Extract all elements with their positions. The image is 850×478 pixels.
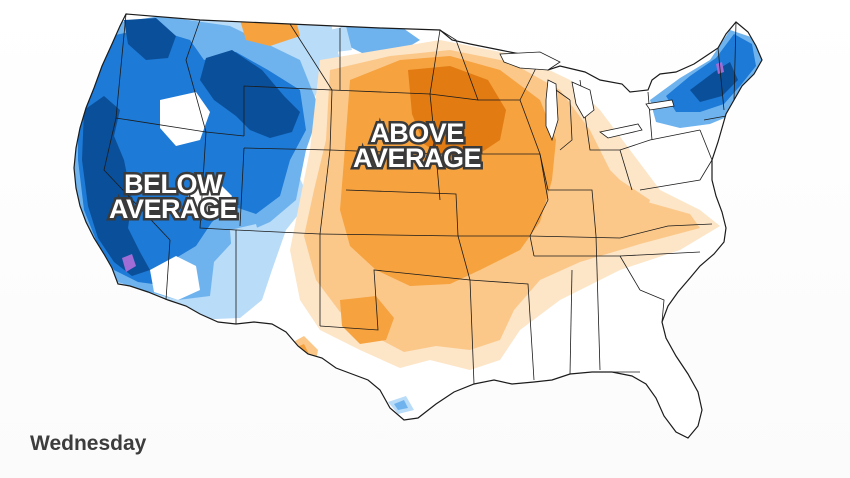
lake-michigan — [545, 79, 559, 142]
below-dark-north — [200, 50, 300, 138]
below-pale-sw — [230, 224, 262, 262]
state-borders — [103, 13, 737, 385]
neutral-hole-3 — [150, 256, 200, 300]
lake-ontario — [645, 99, 675, 111]
above-pale-east — [580, 180, 650, 236]
anomaly-layer — [74, 16, 762, 414]
lake-huron — [571, 81, 595, 119]
above-dark-central — [408, 66, 506, 158]
above-mid-panhandle — [340, 296, 394, 344]
below-dark-west — [82, 96, 150, 276]
below-extreme-ca — [122, 254, 136, 272]
great-lakes — [499, 51, 675, 142]
above-mid-northern — [240, 20, 300, 46]
below-mid-ne — [666, 34, 756, 112]
below-light-gulf — [394, 400, 408, 410]
lake-erie — [599, 123, 643, 139]
lake-superior — [499, 51, 561, 71]
below-dark-ne — [690, 62, 738, 102]
neutral-hole-2 — [186, 180, 232, 216]
neutral-hole-1 — [160, 92, 210, 146]
below-dark-nw — [124, 18, 176, 60]
day-label: Wednesday — [30, 432, 147, 455]
below-light-north — [340, 24, 420, 54]
below-pale-north — [330, 26, 352, 52]
